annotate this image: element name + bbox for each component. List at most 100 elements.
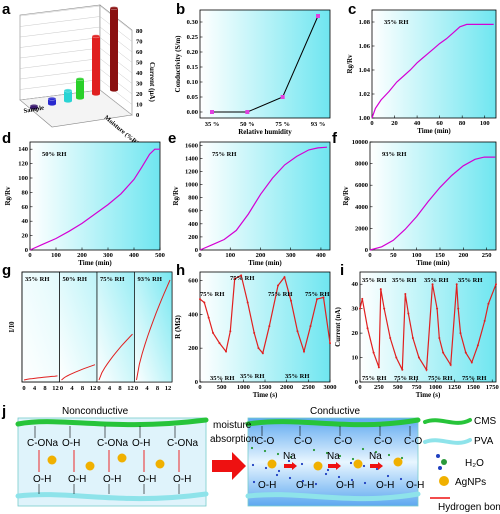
panel-c: 0 20 40 60 80 100 1.00 1.02 1.04 1.06 1.08 Time (mi… <box>346 9 497 135</box>
e-ytick-label: 400 <box>188 221 198 228</box>
g-xtick-label: 0 <box>135 385 138 392</box>
j-water <box>263 449 267 453</box>
c-xtick-label: 60 <box>436 120 443 127</box>
h-point <box>277 284 279 287</box>
h-point <box>246 301 249 304</box>
j-group-label: C-ONa <box>27 438 59 449</box>
a-tick-label: 10 <box>136 102 143 109</box>
h-point <box>207 316 210 319</box>
b-series-line <box>212 15 319 113</box>
f-ytick-label: 4000 <box>355 204 368 211</box>
legend-agnps: AgNPs <box>455 477 486 488</box>
g-xtick-label: 4 <box>70 385 74 392</box>
d-ytick-label: 20 <box>22 233 29 240</box>
a-bar-base <box>110 88 118 92</box>
j-group-label: O-H <box>132 438 150 449</box>
a-bar-top <box>75 77 85 81</box>
j-agnp <box>353 459 363 469</box>
j-flow-arrow <box>328 462 341 470</box>
i-point <box>487 302 490 305</box>
h-ytick-label: 400 <box>188 311 198 318</box>
d-xtick-label: 0 <box>28 252 31 259</box>
a-gridline <box>19 89 101 101</box>
i-xtick-label: 250 <box>374 384 384 391</box>
b-point <box>210 110 214 114</box>
j-water <box>386 474 390 478</box>
i-xtick-label: 1250 <box>448 384 461 391</box>
j-water <box>375 467 379 471</box>
j-na-label: Na <box>283 451 296 462</box>
j-group-label: O-H <box>376 480 394 491</box>
i-xtick-label: 1500 <box>467 384 480 391</box>
j-group-label: C-ONa <box>167 438 199 449</box>
i-point <box>379 288 382 291</box>
j-agnp <box>313 461 323 471</box>
a-bar <box>64 90 72 101</box>
e-series-line <box>199 146 328 251</box>
d-xtick-label: 400 <box>129 252 139 259</box>
h-point <box>225 350 227 353</box>
c-series-line <box>371 23 494 119</box>
i-point <box>436 307 439 310</box>
g-xtick-label: 8 <box>81 385 85 392</box>
g-series-line <box>98 333 133 381</box>
arrow-text-1: moisture <box>213 420 252 431</box>
panel-label-e: e <box>168 130 176 147</box>
a-tick-label: 40 <box>136 70 143 77</box>
j-water <box>400 456 404 460</box>
b-xtick-label: 93 % <box>311 121 326 128</box>
e-annotation: 75% RH <box>212 151 236 158</box>
c-xtick-label: 40 <box>414 120 421 127</box>
panel-label-a: a <box>2 1 11 18</box>
i-point <box>431 283 434 286</box>
i-annotation: 35% RH <box>458 277 482 284</box>
a-gridline <box>19 5 101 17</box>
j-water <box>314 482 318 486</box>
j-agnp <box>267 459 277 469</box>
f-xtick-label: 0 <box>368 252 371 259</box>
j-water <box>350 478 354 482</box>
a-gridline <box>19 47 101 59</box>
legend-agnp-swatch <box>439 476 449 486</box>
b-xtick-label: 75 % <box>275 121 290 128</box>
h-annotation: 75% RH <box>268 291 292 298</box>
j-water <box>300 462 304 466</box>
e-xtick-label: 0 <box>198 252 201 259</box>
b-ytick-label: 0.30 <box>187 19 198 26</box>
b-xlabel: Relative humidity <box>238 128 292 136</box>
g-segment-label: 93% RH <box>138 276 162 283</box>
f-annotation: 93% RH <box>382 151 406 158</box>
h-annotation: 75% RH <box>305 291 329 298</box>
j-water <box>324 472 328 476</box>
j-agnp <box>393 457 403 467</box>
h-point <box>233 277 236 280</box>
d-ytick-label: 60 <box>22 204 29 211</box>
h-annotation: 35% RH <box>240 373 264 380</box>
b-plot-area <box>199 9 331 119</box>
a-bar-top <box>63 88 73 93</box>
c-ytick-label: 1.02 <box>359 91 370 98</box>
g-segment <box>59 271 98 383</box>
f-series-line <box>369 156 496 251</box>
a-gridline <box>19 58 101 69</box>
a-bar-top <box>47 97 57 101</box>
panel-label-b: b <box>176 1 185 18</box>
h-ytick-label: 600 <box>188 277 198 284</box>
c-ytick-label: 1.08 <box>359 19 371 26</box>
j-group-label: C-ONa <box>97 438 129 449</box>
d-xlabel: Time (min) <box>78 259 112 267</box>
a-gridline <box>99 89 133 116</box>
b-ytick-label: 0.05 <box>187 94 199 101</box>
moisture-arrow <box>212 452 246 480</box>
f-ytick-label: 0 <box>365 247 368 254</box>
i-annotation: 35% RH <box>362 277 386 284</box>
h-point <box>203 301 206 304</box>
a-bar-top <box>91 34 101 39</box>
h-point <box>229 330 232 333</box>
j-water <box>337 475 341 479</box>
h-point <box>322 296 325 299</box>
i-point <box>470 361 473 364</box>
j-flow-arrow <box>284 462 297 470</box>
i-point <box>389 337 392 339</box>
